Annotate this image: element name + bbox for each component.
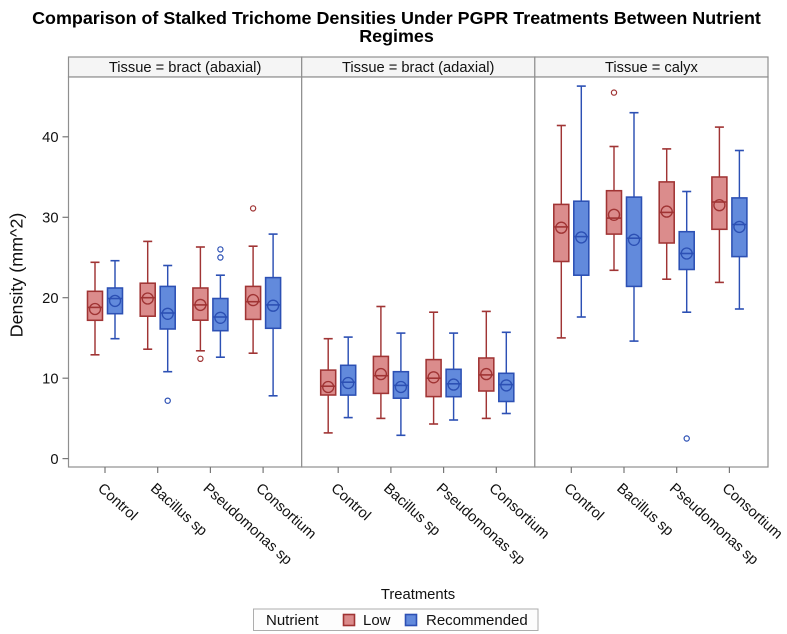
svg-text:20: 20 [42, 291, 58, 307]
svg-text:Pseudomonas sp: Pseudomonas sp [433, 481, 528, 569]
svg-text:Pseudomonas sp: Pseudomonas sp [200, 481, 295, 569]
svg-text:40: 40 [42, 130, 58, 146]
svg-text:Low: Low [363, 612, 391, 629]
svg-text:Control: Control [328, 481, 374, 525]
svg-text:Bacillus sp: Bacillus sp [613, 481, 676, 540]
svg-text:Treatments: Treatments [381, 587, 455, 603]
svg-text:Density (mm^2): Density (mm^2) [7, 213, 27, 338]
svg-text:Tissue = bract (adaxial): Tissue = bract (adaxial) [342, 60, 495, 76]
svg-text:Bacillus sp: Bacillus sp [380, 481, 443, 540]
svg-text:30: 30 [42, 211, 58, 227]
svg-text:Tissue = bract (abaxial): Tissue = bract (abaxial) [109, 60, 262, 76]
svg-text:Control: Control [561, 481, 607, 525]
svg-text:10: 10 [42, 371, 58, 387]
svg-text:Bacillus sp: Bacillus sp [147, 481, 210, 540]
svg-text:Tissue = calyx: Tissue = calyx [605, 60, 699, 76]
svg-text:Pseudomonas sp: Pseudomonas sp [666, 481, 761, 569]
svg-text:0: 0 [50, 452, 58, 468]
svg-text:Recommended: Recommended [426, 612, 528, 629]
svg-text:Nutrient: Nutrient [266, 612, 319, 629]
svg-text:Control: Control [94, 481, 140, 525]
